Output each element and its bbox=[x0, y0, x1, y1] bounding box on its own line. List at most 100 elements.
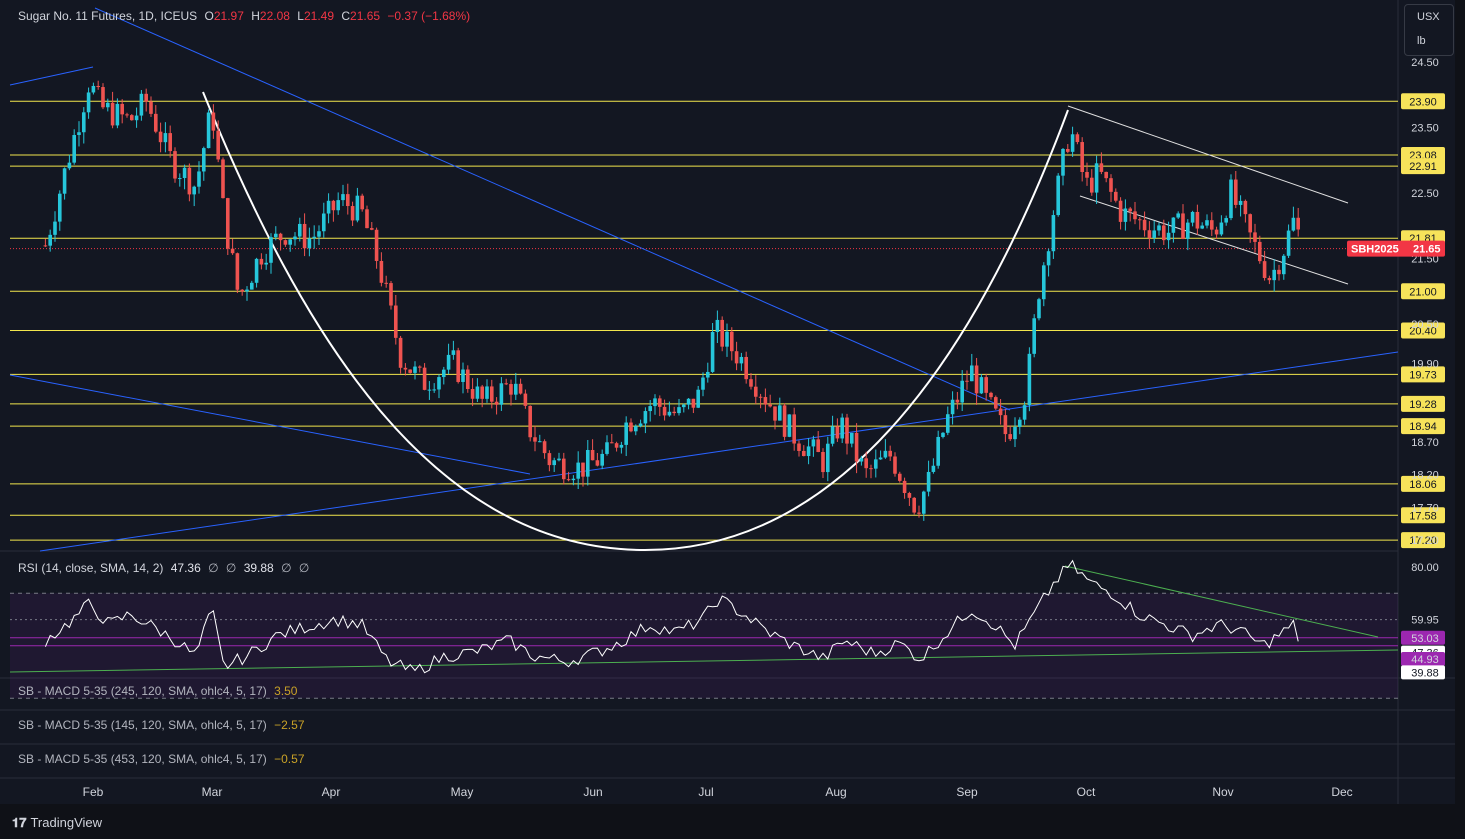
candle-body bbox=[864, 458, 868, 469]
month-tick: Jul bbox=[698, 785, 713, 799]
candle-body bbox=[48, 234, 52, 246]
month-tick: Mar bbox=[202, 785, 223, 799]
macd-label: SB - MACD 5-35 (453, 120, SMA, ohlc4, 5,… bbox=[18, 752, 267, 766]
candle-body bbox=[1041, 265, 1046, 300]
candle-body bbox=[1157, 225, 1161, 231]
rsi-legend: RSI (14, close, SMA, 14, 2) 47.36 ∅ ∅ 39… bbox=[18, 561, 313, 575]
candle-body bbox=[249, 282, 254, 290]
candle-body bbox=[729, 331, 734, 352]
candle-body bbox=[1257, 241, 1262, 262]
candle-body bbox=[494, 401, 499, 405]
candle-body bbox=[1281, 255, 1286, 275]
month-tick: Sep bbox=[956, 785, 978, 799]
candle-body bbox=[725, 331, 729, 347]
candle-body bbox=[96, 85, 100, 88]
candle-body bbox=[849, 432, 854, 444]
candle-body bbox=[1113, 191, 1118, 201]
candle-body bbox=[485, 386, 489, 399]
level-tag bbox=[1401, 475, 1445, 492]
candle-body bbox=[609, 442, 614, 444]
candle-body bbox=[1061, 148, 1065, 176]
trendline bbox=[9, 66, 94, 86]
tradingview-logo[interactable]: 𝟏𝟕 TradingView bbox=[12, 815, 102, 831]
unit-selector[interactable]: USX lb bbox=[1404, 4, 1454, 56]
candle-body bbox=[278, 233, 283, 241]
candle-body bbox=[1205, 220, 1209, 226]
candle-body bbox=[331, 200, 336, 211]
candle-body bbox=[57, 193, 62, 222]
candle-body bbox=[149, 101, 153, 114]
candle-body bbox=[792, 414, 796, 444]
candle-body bbox=[1296, 217, 1300, 230]
candle-body bbox=[1267, 277, 1272, 281]
candle-body bbox=[283, 240, 288, 245]
candle-body bbox=[470, 389, 475, 399]
candle-body bbox=[72, 135, 76, 163]
candle-body bbox=[537, 441, 542, 443]
candle-body bbox=[571, 478, 576, 481]
level-tag-text: 17.58 bbox=[1409, 510, 1437, 522]
candle-body bbox=[941, 432, 945, 437]
candle-body bbox=[523, 393, 528, 406]
candle-body bbox=[681, 404, 686, 408]
candle-body bbox=[859, 458, 864, 462]
level-tag-text: 23.90 bbox=[1409, 96, 1437, 108]
candle-body bbox=[312, 236, 316, 239]
macd-row-2[interactable]: SB - MACD 5-35 (145, 120, SMA, ohlc4, 5,… bbox=[18, 718, 305, 732]
price-tick: 17.20 bbox=[1411, 535, 1439, 547]
candle-body bbox=[437, 377, 441, 390]
candle-body bbox=[1133, 211, 1137, 220]
candle-body bbox=[830, 426, 835, 444]
candle-body bbox=[389, 283, 393, 306]
open-label: O bbox=[204, 9, 214, 23]
candle-body bbox=[417, 366, 422, 368]
candle-body bbox=[1233, 179, 1238, 205]
candle-body bbox=[1027, 353, 1032, 406]
right-gutter bbox=[1455, 0, 1465, 839]
candle-body bbox=[139, 93, 144, 116]
candle-body bbox=[1075, 134, 1080, 143]
candle-body bbox=[1013, 426, 1017, 440]
candles bbox=[43, 80, 1300, 521]
last-price-value: 21.65 bbox=[1413, 244, 1441, 256]
rsi-na-1: ∅ bbox=[208, 561, 219, 575]
bottom-gutter bbox=[0, 804, 1465, 839]
rsi-trendline bbox=[9, 649, 1399, 673]
candle-body bbox=[475, 386, 480, 399]
candle-body bbox=[965, 380, 969, 382]
candle-body bbox=[672, 411, 676, 414]
trendlines bbox=[9, 7, 1399, 552]
candle-body bbox=[345, 194, 350, 207]
candle-body bbox=[950, 399, 955, 415]
macd-row-3[interactable]: SB - MACD 5-35 (453, 120, SMA, ohlc4, 5,… bbox=[18, 752, 305, 766]
close-label: C bbox=[341, 9, 351, 23]
candle-body bbox=[542, 441, 547, 454]
candle-body bbox=[302, 223, 307, 249]
level-tag bbox=[1401, 322, 1445, 339]
candle-body bbox=[77, 132, 81, 136]
macd-row-1[interactable]: SB - MACD 5-35 (245, 120, SMA, ohlc4, 5,… bbox=[18, 684, 297, 698]
level-tag-text: 20.40 bbox=[1409, 326, 1437, 338]
high-value: 22.08 bbox=[259, 9, 290, 23]
candle-body bbox=[110, 102, 115, 126]
candle-body bbox=[192, 186, 196, 195]
candle-body bbox=[187, 167, 192, 195]
candle-body bbox=[86, 92, 91, 113]
level-tag bbox=[1401, 418, 1445, 435]
level-tag bbox=[1401, 366, 1445, 383]
candle-body bbox=[605, 442, 609, 454]
candle-body bbox=[758, 396, 763, 398]
candle-body bbox=[557, 458, 561, 461]
candle-body bbox=[1209, 220, 1214, 230]
rsi-na-2: ∅ bbox=[225, 561, 237, 575]
candle-body bbox=[398, 337, 403, 368]
channel-line bbox=[1067, 105, 1349, 204]
candle-body bbox=[264, 262, 268, 265]
candle-body bbox=[873, 459, 878, 469]
candle-body bbox=[269, 237, 273, 263]
candle-body bbox=[53, 221, 57, 235]
candle-body bbox=[254, 258, 259, 283]
candle-body bbox=[1229, 179, 1233, 219]
candle-body bbox=[374, 229, 379, 261]
